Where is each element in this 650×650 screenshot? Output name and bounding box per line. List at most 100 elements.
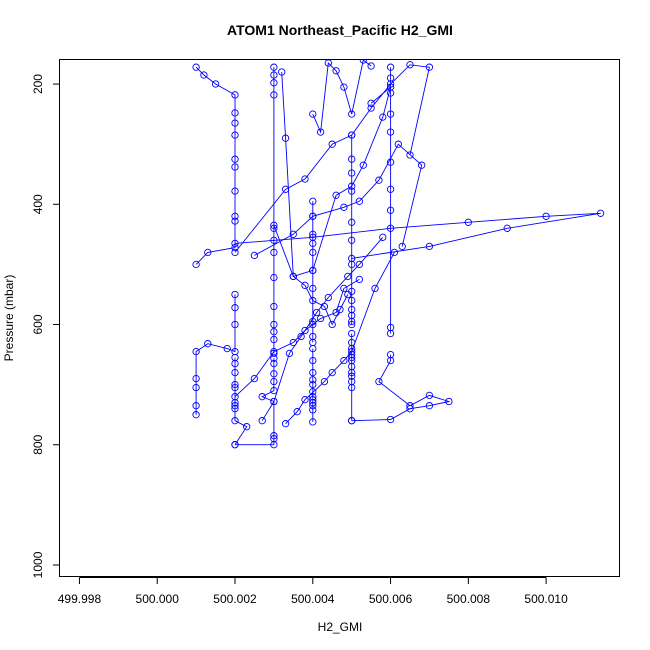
data-point [379, 233, 387, 241]
data-point [270, 359, 278, 368]
data-point [328, 320, 336, 329]
data-point [270, 349, 278, 358]
data-layer [192, 60, 605, 449]
data-point [386, 356, 395, 365]
data-point [596, 209, 605, 217]
data-point [231, 405, 239, 413]
data-point [309, 248, 317, 257]
data-point [348, 110, 356, 118]
series-line [234, 64, 430, 253]
series-line [234, 212, 601, 259]
data-point [250, 374, 259, 383]
data-point [270, 273, 278, 282]
data-point [375, 176, 383, 184]
data-point [270, 302, 278, 311]
data-point [231, 212, 239, 220]
data-point [270, 320, 278, 329]
data-point [211, 80, 220, 88]
data-point [348, 155, 356, 163]
data-point [278, 68, 286, 76]
data-point [192, 383, 200, 392]
series-line [195, 66, 236, 265]
data-point [348, 182, 356, 190]
data-point [348, 320, 356, 329]
data-point [223, 344, 231, 353]
data-point [258, 417, 266, 425]
data-point [231, 243, 239, 252]
data-point [231, 393, 239, 401]
data-point [231, 441, 239, 449]
data-point [231, 163, 239, 171]
data-point [348, 187, 356, 195]
data-point [309, 344, 317, 353]
data-point [464, 218, 472, 226]
data-point [348, 317, 356, 326]
data-point [348, 372, 356, 380]
data-point [503, 224, 511, 232]
data-point [367, 62, 375, 70]
data-point [425, 391, 434, 400]
series-line [254, 143, 423, 256]
series-line [234, 357, 248, 445]
data-point [348, 218, 356, 226]
data-point [270, 370, 278, 378]
data-point [231, 131, 239, 139]
data-point [309, 212, 317, 220]
data-point [340, 203, 348, 211]
y-axis-label: Pressure (mbar) [2, 275, 16, 362]
data-point [348, 169, 356, 177]
data-point [301, 326, 309, 335]
x-tick-label: 500.008 [447, 592, 491, 606]
data-point [386, 83, 395, 91]
data-point [270, 432, 278, 440]
data-point [328, 140, 336, 148]
data-point [340, 356, 348, 365]
data-point [348, 368, 356, 377]
data-point [192, 374, 200, 383]
data-point [270, 221, 278, 229]
data-point [200, 71, 208, 79]
data-point [301, 396, 309, 404]
data-point [231, 368, 239, 377]
series-line [235, 358, 275, 446]
data-point [398, 242, 406, 251]
data-point [281, 420, 290, 428]
data-point [320, 377, 329, 386]
data-point [359, 60, 367, 64]
x-axis-label: H2_GMI [318, 620, 363, 634]
data-point [309, 233, 317, 241]
data-point [348, 383, 356, 392]
data-point [309, 197, 317, 205]
data-point [192, 63, 200, 71]
data-point [270, 91, 278, 99]
data-point [309, 406, 317, 414]
data-point [231, 417, 239, 425]
data-point [348, 417, 356, 425]
data-point [324, 293, 332, 302]
data-point [231, 187, 239, 195]
data-point [425, 63, 434, 71]
data-point [231, 91, 239, 99]
data-point [386, 224, 395, 232]
data-point [348, 254, 356, 263]
data-point [425, 242, 434, 251]
data-point [386, 206, 395, 214]
x-axis: 499.998 500.000 500.002 500.004 500.006 500.0… [58, 577, 568, 606]
x-tick-label: 500.000 [136, 592, 180, 606]
data-point [542, 212, 550, 220]
x-tick-label: 500.004 [291, 592, 335, 606]
series-line [281, 71, 349, 326]
data-point [348, 236, 356, 244]
data-point [344, 272, 352, 281]
y-tick-label: 200 [31, 74, 45, 94]
data-point [231, 320, 239, 329]
data-point [390, 248, 399, 257]
series-line [273, 85, 392, 277]
data-point [425, 402, 434, 410]
data-point [406, 61, 414, 69]
data-point [250, 251, 259, 260]
data-point [340, 83, 348, 91]
data-point [270, 224, 278, 232]
data-point [231, 239, 239, 248]
